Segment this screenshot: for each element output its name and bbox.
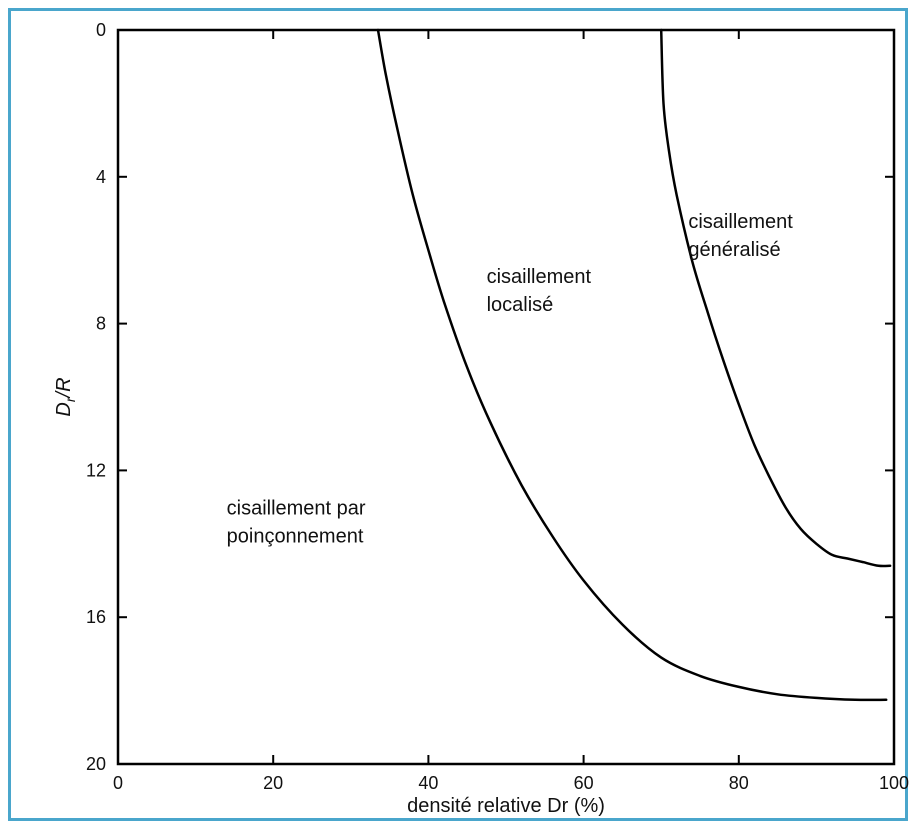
- x-tick-label: 0: [113, 773, 123, 793]
- plot-area: [116, 28, 896, 766]
- x-tick-label: 60: [574, 773, 594, 793]
- region-label-line: généralisé: [688, 239, 780, 261]
- region-label-line: cisaillement par: [227, 497, 366, 519]
- y-tick-label: 20: [86, 754, 106, 774]
- region-label-line: cisaillement: [688, 211, 793, 233]
- y-axis-title-suffix: /R: [53, 377, 75, 399]
- series: [376, 28, 892, 702]
- boundary-curve-1: [376, 28, 888, 702]
- region-label: cisaillement par poinçonnement: [227, 497, 366, 547]
- y-tick-label: 12: [86, 460, 106, 480]
- tick-labels: 0 20 40 60 80 100 0 4 8 12 16 20: [86, 20, 909, 793]
- y-tick-label: 4: [96, 167, 106, 187]
- y-axis-title-main: D: [53, 402, 75, 416]
- y-axis-title-sub: r: [62, 396, 78, 402]
- region-label: cisaillement localisé: [487, 266, 592, 316]
- boundary-curve-2: [659, 28, 892, 568]
- x-tick-label: 80: [729, 773, 749, 793]
- region-label-line: localisé: [487, 294, 554, 316]
- chart-frame: [8, 8, 908, 821]
- region-label-line: cisaillement: [487, 266, 592, 288]
- annotations: cisaillement localisé cisaillement générali…: [227, 211, 794, 547]
- y-tick-label: 8: [96, 314, 106, 334]
- x-tick-label: 40: [418, 773, 438, 793]
- ticks: [117, 29, 895, 765]
- x-tick-label: 20: [263, 773, 283, 793]
- x-axis-title: densité relative Dr (%): [407, 795, 605, 817]
- y-tick-label: 16: [86, 607, 106, 627]
- y-axis-title: Dr/R: [53, 377, 78, 416]
- y-tick-label: 0: [96, 20, 106, 40]
- x-tick-label: 100: [879, 773, 909, 793]
- region-label-line: poinçonnement: [227, 525, 364, 547]
- region-label: cisaillement généralisé: [688, 211, 793, 261]
